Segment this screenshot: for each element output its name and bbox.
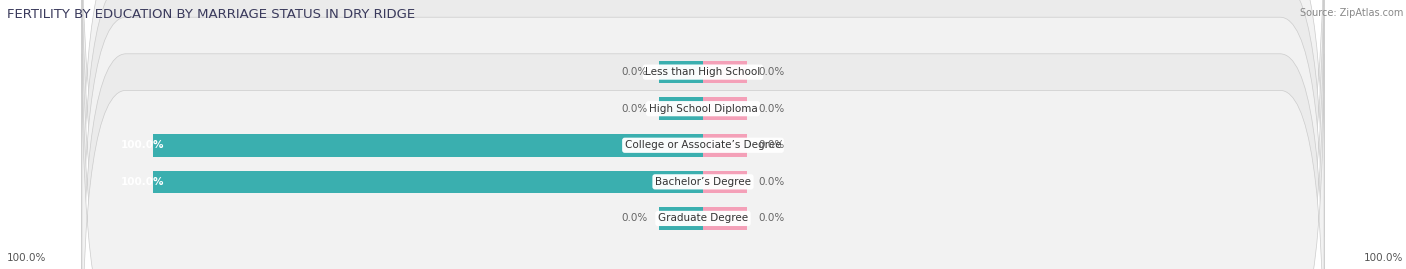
FancyBboxPatch shape: [82, 0, 1324, 269]
Text: 100.0%: 100.0%: [1364, 253, 1403, 263]
FancyBboxPatch shape: [82, 0, 1324, 237]
Text: 0.0%: 0.0%: [758, 104, 785, 114]
Text: 0.0%: 0.0%: [621, 213, 648, 224]
Bar: [659, 207, 703, 230]
Text: Less than High School: Less than High School: [645, 67, 761, 77]
Bar: [703, 134, 747, 157]
Text: College or Associate’s Degree: College or Associate’s Degree: [624, 140, 782, 150]
Text: 0.0%: 0.0%: [621, 67, 648, 77]
Text: Graduate Degree: Graduate Degree: [658, 213, 748, 224]
Bar: [703, 97, 747, 120]
FancyBboxPatch shape: [82, 17, 1324, 269]
Text: 0.0%: 0.0%: [758, 140, 785, 150]
Text: 0.0%: 0.0%: [758, 177, 785, 187]
Bar: [153, 134, 703, 157]
FancyBboxPatch shape: [82, 0, 1324, 269]
Text: 0.0%: 0.0%: [758, 67, 785, 77]
Bar: [703, 61, 747, 83]
Bar: [153, 171, 703, 193]
Text: 100.0%: 100.0%: [121, 177, 165, 187]
Text: Bachelor’s Degree: Bachelor’s Degree: [655, 177, 751, 187]
Bar: [703, 207, 747, 230]
Text: 0.0%: 0.0%: [621, 104, 648, 114]
Text: FERTILITY BY EDUCATION BY MARRIAGE STATUS IN DRY RIDGE: FERTILITY BY EDUCATION BY MARRIAGE STATU…: [7, 8, 415, 21]
Text: Source: ZipAtlas.com: Source: ZipAtlas.com: [1299, 8, 1403, 18]
Text: 100.0%: 100.0%: [121, 140, 165, 150]
Bar: [703, 171, 747, 193]
Text: 100.0%: 100.0%: [7, 253, 46, 263]
Text: High School Diploma: High School Diploma: [648, 104, 758, 114]
Bar: [659, 97, 703, 120]
FancyBboxPatch shape: [82, 54, 1324, 269]
Bar: [659, 61, 703, 83]
Text: 0.0%: 0.0%: [758, 213, 785, 224]
